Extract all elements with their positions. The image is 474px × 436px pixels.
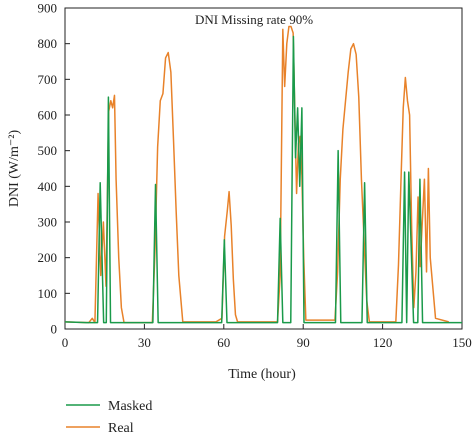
- series-line-masked: [64, 35, 462, 324]
- x-tick-label: 90: [297, 335, 310, 350]
- x-tick-label: 60: [217, 335, 230, 350]
- x-tick-label: 0: [62, 335, 69, 350]
- legend-label-masked: Masked: [108, 399, 152, 414]
- x-tick-label: 120: [373, 335, 393, 350]
- legend-label-real: Real: [108, 421, 134, 436]
- y-tick-label: 400: [38, 179, 58, 194]
- y-tick-label: 600: [38, 108, 58, 123]
- legend: Masked Real: [66, 399, 152, 436]
- y-tick-label: 300: [38, 215, 58, 230]
- plot-area: [64, 7, 463, 330]
- y-tick-label: 700: [38, 72, 58, 87]
- y-tick-label: 200: [38, 250, 58, 265]
- chart-title: DNI Missing rate 90%: [195, 12, 313, 27]
- y-tick-label: 800: [38, 36, 58, 51]
- y-tick-label: 0: [51, 322, 58, 337]
- x-axis-title: Time (hour): [228, 367, 296, 382]
- x-tick-label: 150: [452, 335, 472, 350]
- y-tick-label: 500: [38, 143, 58, 158]
- axes-layer: 0 30 60 90 120 150 0 100 200 300 400 500 600 700 800 90…: [38, 1, 472, 351]
- series-line-real: [64, 25, 449, 324]
- y-tick-label: 100: [38, 286, 58, 301]
- y-axis-title: DNI (W/m⁻²): [7, 130, 22, 208]
- y-tick-label: 900: [38, 1, 58, 16]
- x-tick-label: 30: [138, 335, 151, 350]
- plot-frame: [64, 7, 463, 330]
- series-layer: [64, 25, 462, 324]
